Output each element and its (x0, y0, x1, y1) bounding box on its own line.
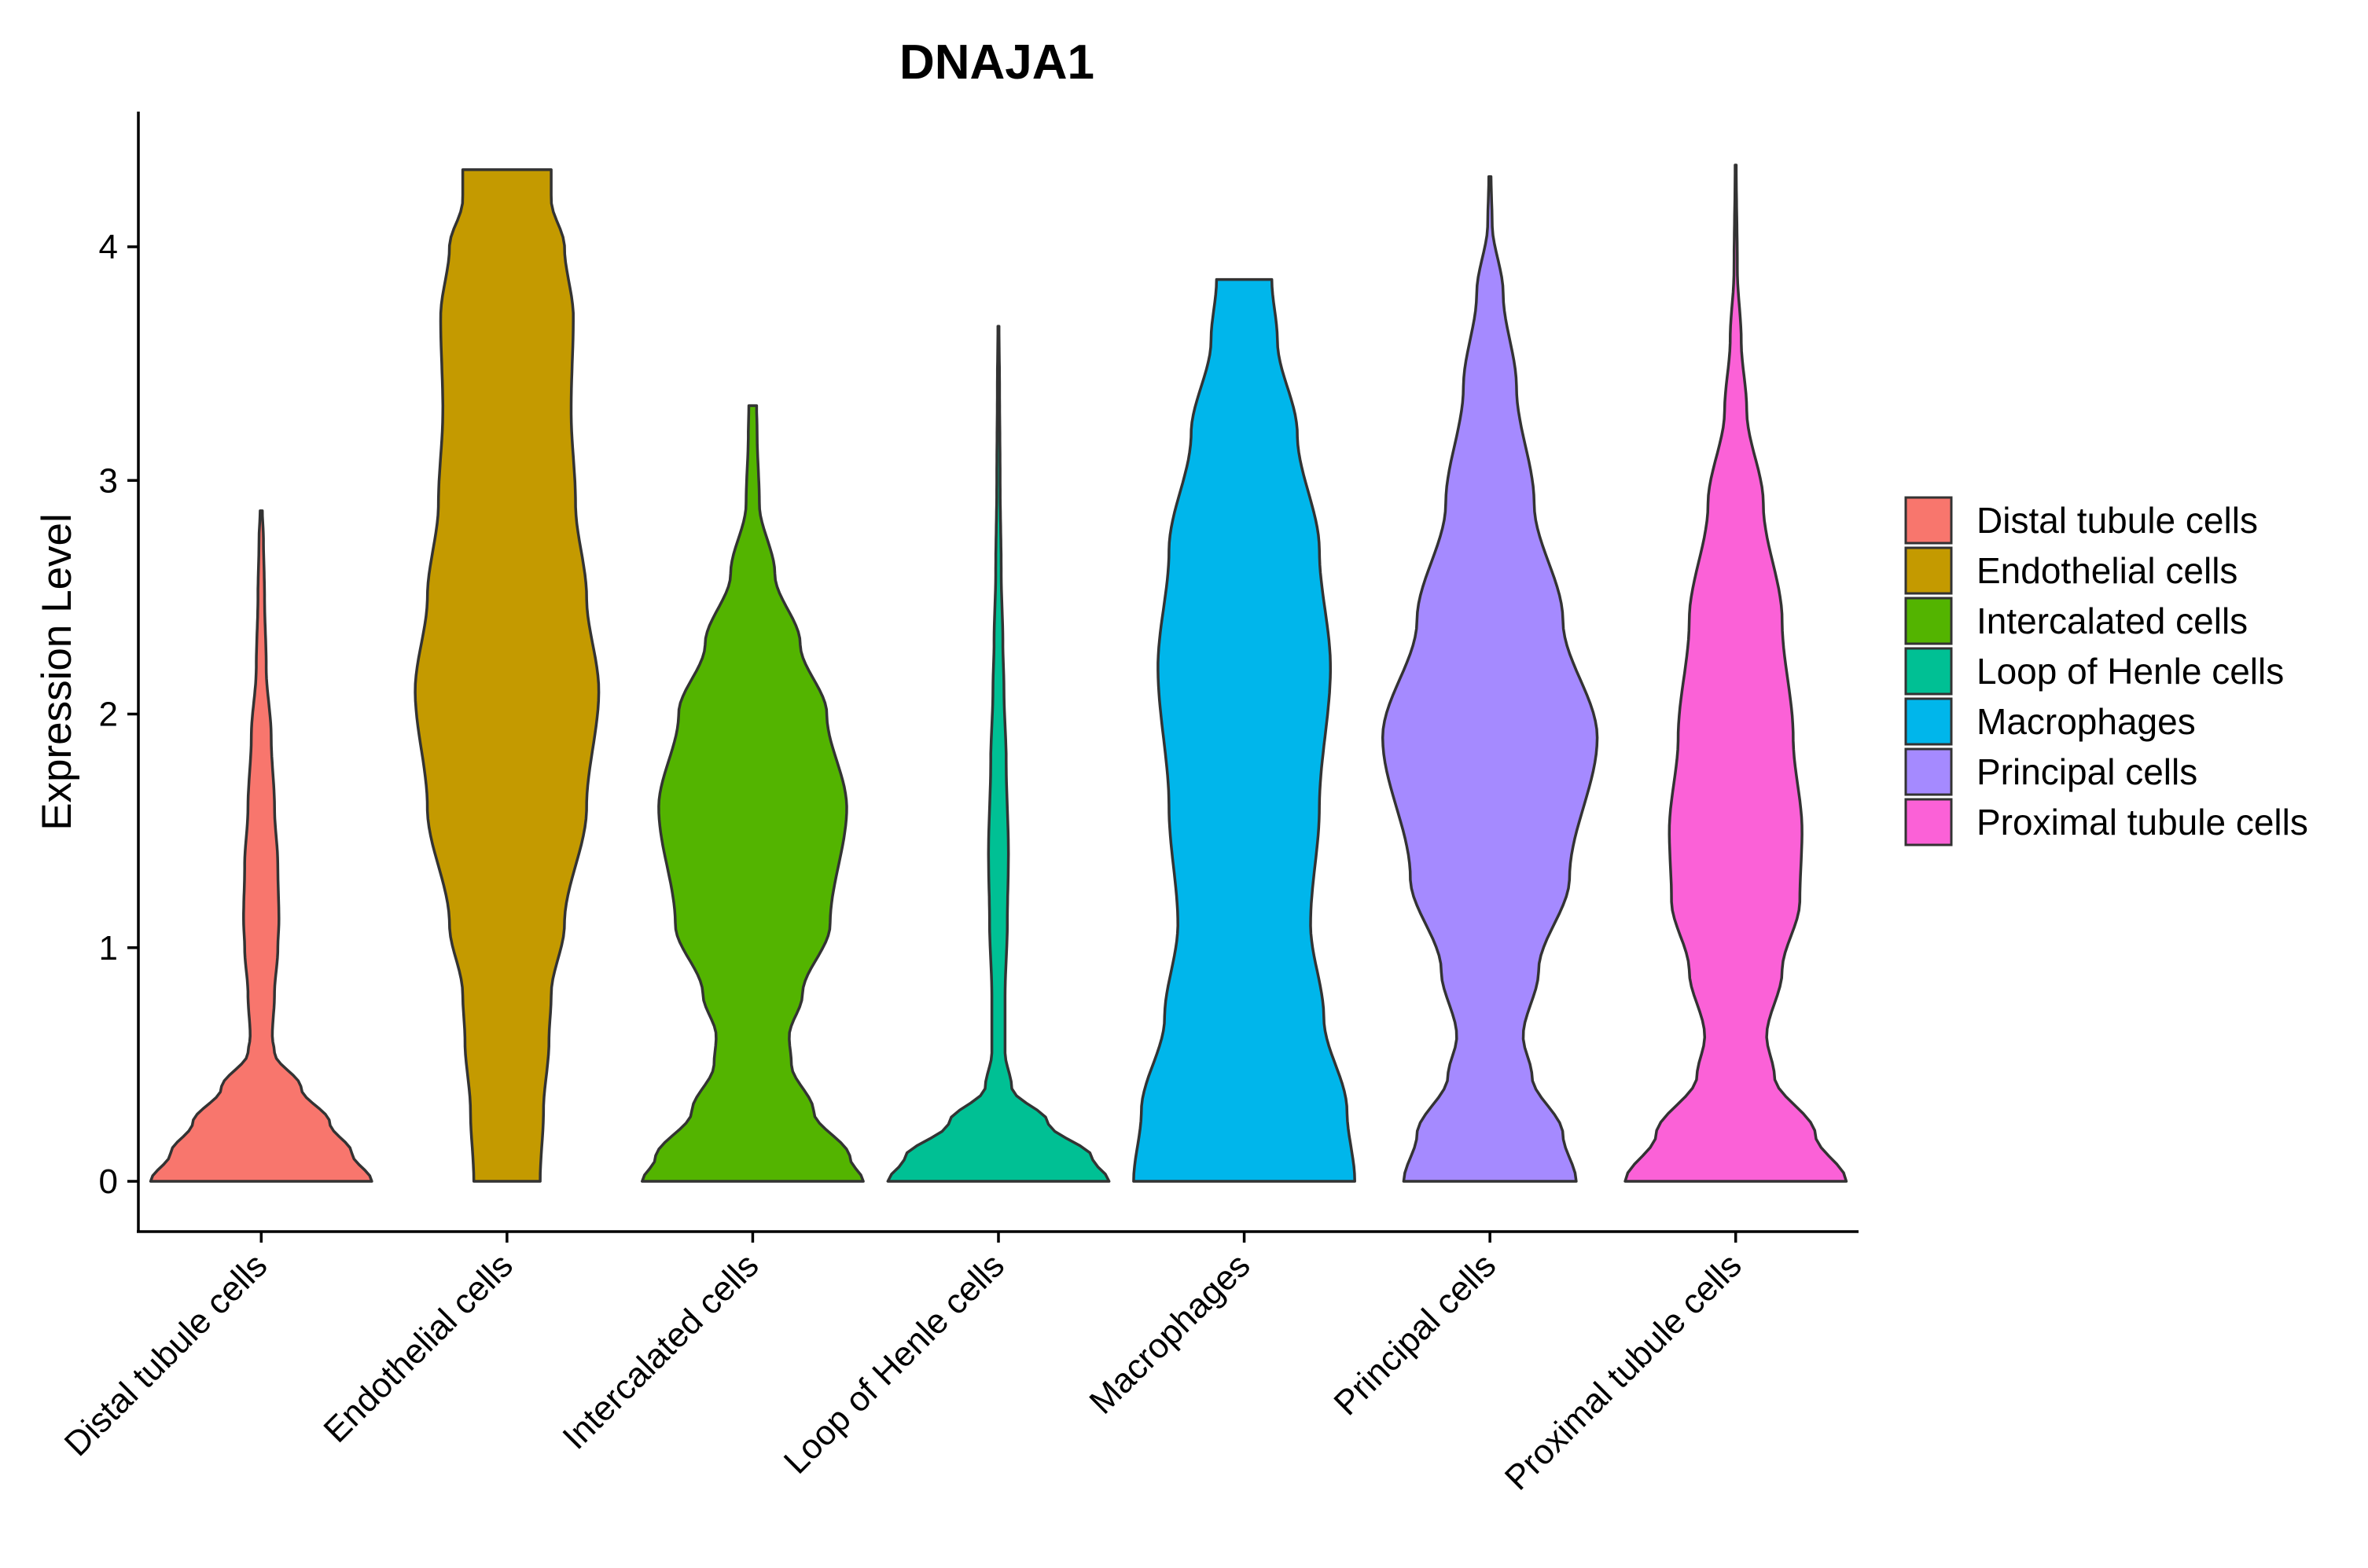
legend-label: Loop of Henle cells (1976, 651, 2284, 692)
x-tick-label: Principal cells (1326, 1246, 1503, 1423)
x-tick-label: Macrophages (1082, 1246, 1257, 1421)
legend-key (1904, 798, 1953, 846)
legend-label: Macrophages (1976, 701, 2196, 742)
legend-label: Proximal tubule cells (1976, 802, 2308, 843)
violins-group (149, 163, 1848, 1183)
y-axis-label: Expression Level (34, 513, 80, 831)
legend-label: Endothelial cells (1976, 550, 2237, 591)
violin-macrophages (1132, 277, 1356, 1183)
legend-label: Intercalated cells (1976, 600, 2248, 641)
legend-key (1904, 597, 1953, 645)
y-axis-ticks: 0 1 2 3 4 (99, 228, 138, 1201)
x-tick-label: Loop of Henle cells (777, 1246, 1012, 1481)
legend-key (1904, 697, 1953, 746)
y-tick-label: 0 (99, 1162, 118, 1201)
x-tick-label: Distal tubule cells (57, 1246, 275, 1463)
x-tick-label: Intercalated cells (555, 1246, 766, 1456)
violin-principal-cells (1381, 175, 1599, 1183)
y-tick-label: 3 (99, 461, 118, 500)
violin-distal-tubule-cells (149, 509, 373, 1183)
violin-intercalated-cells (641, 404, 865, 1183)
y-tick-label: 1 (99, 929, 118, 968)
chart-title: DNAJA1 (899, 35, 1094, 90)
legend-label: Principal cells (1976, 751, 2197, 792)
legend-label: Distal tubule cells (1976, 500, 2258, 541)
violin-proximal-tubule-cells (1623, 163, 1848, 1183)
legend-key (1904, 496, 1953, 545)
violin-loop-of-henle-cells (886, 325, 1111, 1183)
legend-key (1904, 546, 1953, 595)
x-tick-label: Proximal tubule cells (1498, 1246, 1749, 1497)
legend: Distal tubule cells Endothelial cells Inte… (1904, 496, 2308, 846)
y-tick-label: 4 (99, 228, 118, 266)
legend-key (1904, 647, 1953, 696)
x-tick-label: Endothelial cells (316, 1246, 520, 1449)
x-axis-ticks: Distal tubule cells Endothelial cells Inte… (57, 1232, 1749, 1497)
legend-key (1904, 747, 1953, 796)
y-tick-label: 2 (99, 696, 118, 734)
violin-endothelial-cells (414, 168, 601, 1183)
